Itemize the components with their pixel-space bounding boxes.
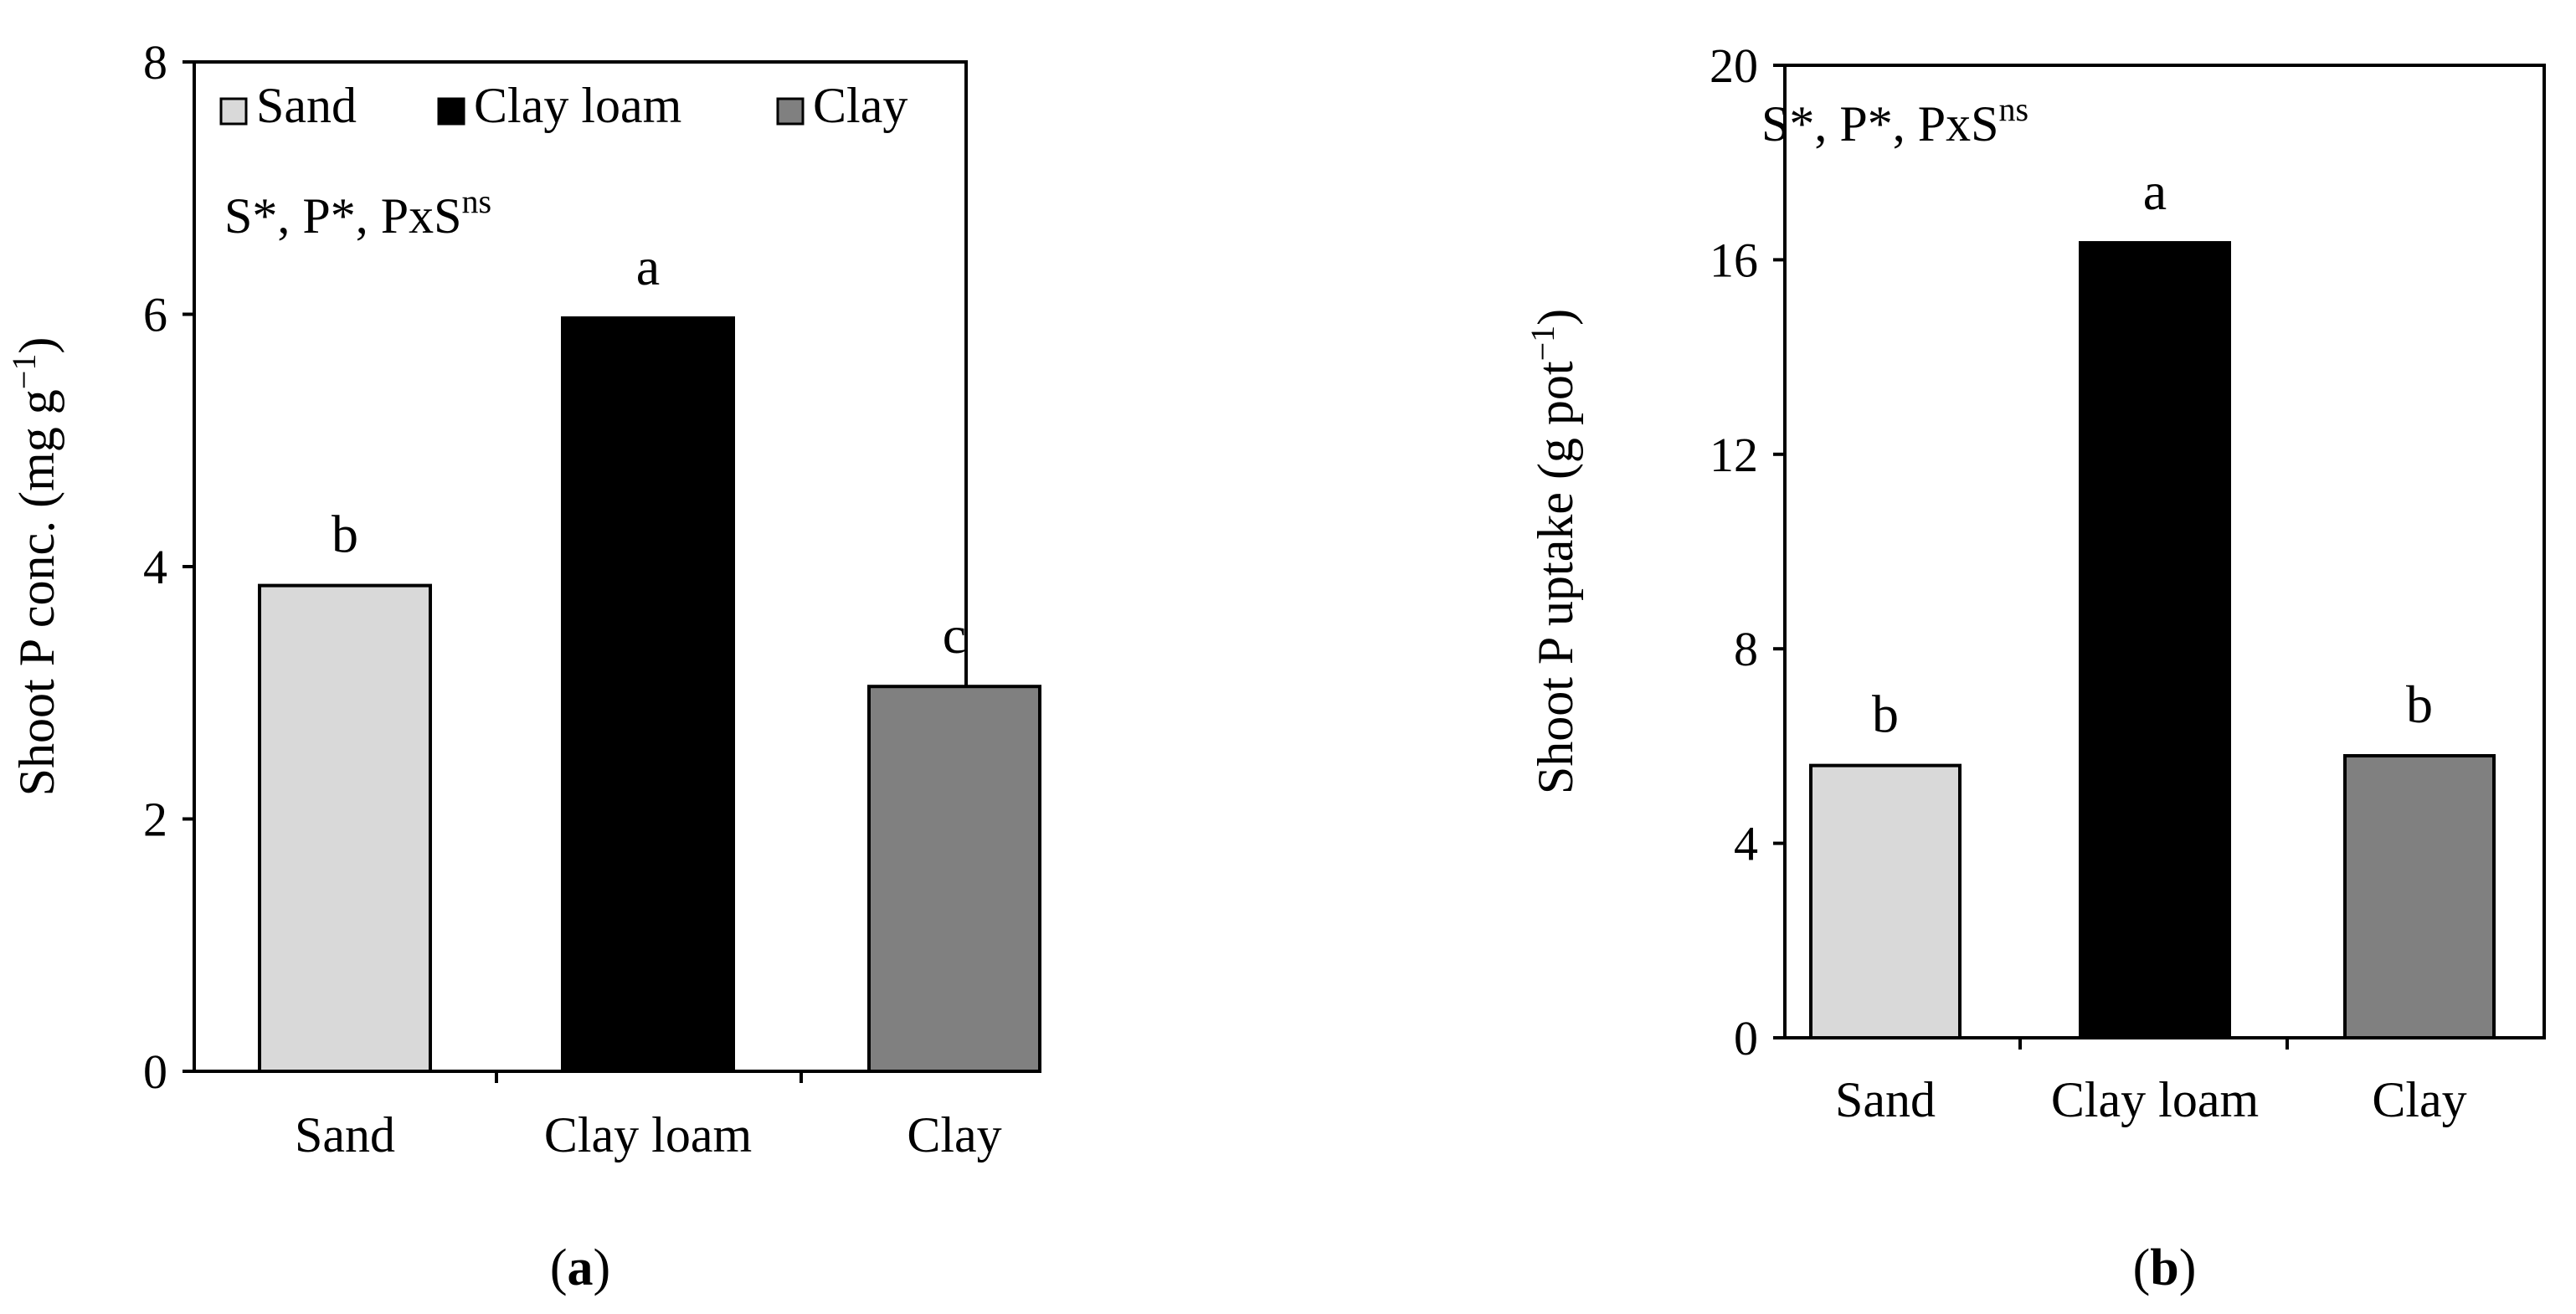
x-category-label: Clay loam (544, 1107, 752, 1163)
x-category-label: Sand (295, 1107, 395, 1163)
legend-swatch (219, 97, 248, 126)
chart-panel-a: 0 2 4 6 8 b Sand a Clay loam c Clay Shoot P conc. (… (5, 35, 1041, 1296)
panel-label: (b) (2133, 1240, 2197, 1296)
y-tick-label: 12 (1710, 428, 1758, 482)
legend-swatch (776, 97, 805, 126)
bar-clay (2343, 754, 2496, 1040)
bar-clay-loam (561, 316, 735, 1073)
y-tick-label: 16 (1710, 233, 1758, 287)
significance-letter: c (943, 605, 966, 665)
y-tick-label: 4 (1734, 817, 1758, 871)
significance-letter: b (2406, 675, 2433, 734)
legend-label: Clay (813, 78, 908, 133)
x-category-label: Clay (907, 1107, 1001, 1163)
y-tick-label: 20 (1710, 38, 1758, 93)
significance-letter: b (1872, 685, 1899, 744)
legend-swatch (437, 97, 465, 126)
significance-letter: b (332, 505, 358, 564)
y-tick-label: 0 (143, 1045, 167, 1099)
legend-label: Clay loam (474, 78, 681, 133)
chart-panel-b: 0 4 8 12 16 20 b Sand a Clay loam b Clay Shoot P upt… (1524, 38, 2546, 1296)
y-tick-label: 8 (1734, 622, 1758, 676)
y-axis-title: Shoot P conc. (mg g−1) (5, 337, 64, 797)
x-category-label: Sand (1835, 1072, 1936, 1127)
y-tick-label: 4 (143, 540, 167, 594)
x-category-label: Clay loam (2051, 1072, 2259, 1127)
y-tick-label: 2 (143, 793, 167, 847)
y-tick-label: 0 (1734, 1011, 1758, 1065)
significance-letter: a (2143, 162, 2167, 221)
significance-letter: a (636, 237, 660, 296)
legend-label: Sand (256, 78, 357, 133)
significance-annotation: S*, P*, PxSns (224, 182, 491, 244)
bar-clay-loam (2079, 241, 2231, 1039)
y-tick-label: 6 (143, 288, 167, 342)
significance-annotation: S*, P*, PxSns (1761, 90, 2028, 151)
y-tick-label: 8 (143, 35, 167, 90)
legend: Sand Clay loam Clay (219, 78, 908, 133)
panel-label: (a) (550, 1240, 610, 1296)
bar-clay (867, 685, 1041, 1074)
bar-sand (258, 583, 432, 1073)
y-axis-title: Shoot P uptake (g pot−1) (1524, 309, 1583, 794)
bar-sand (1809, 763, 1962, 1039)
x-category-label: Clay (2372, 1072, 2466, 1127)
